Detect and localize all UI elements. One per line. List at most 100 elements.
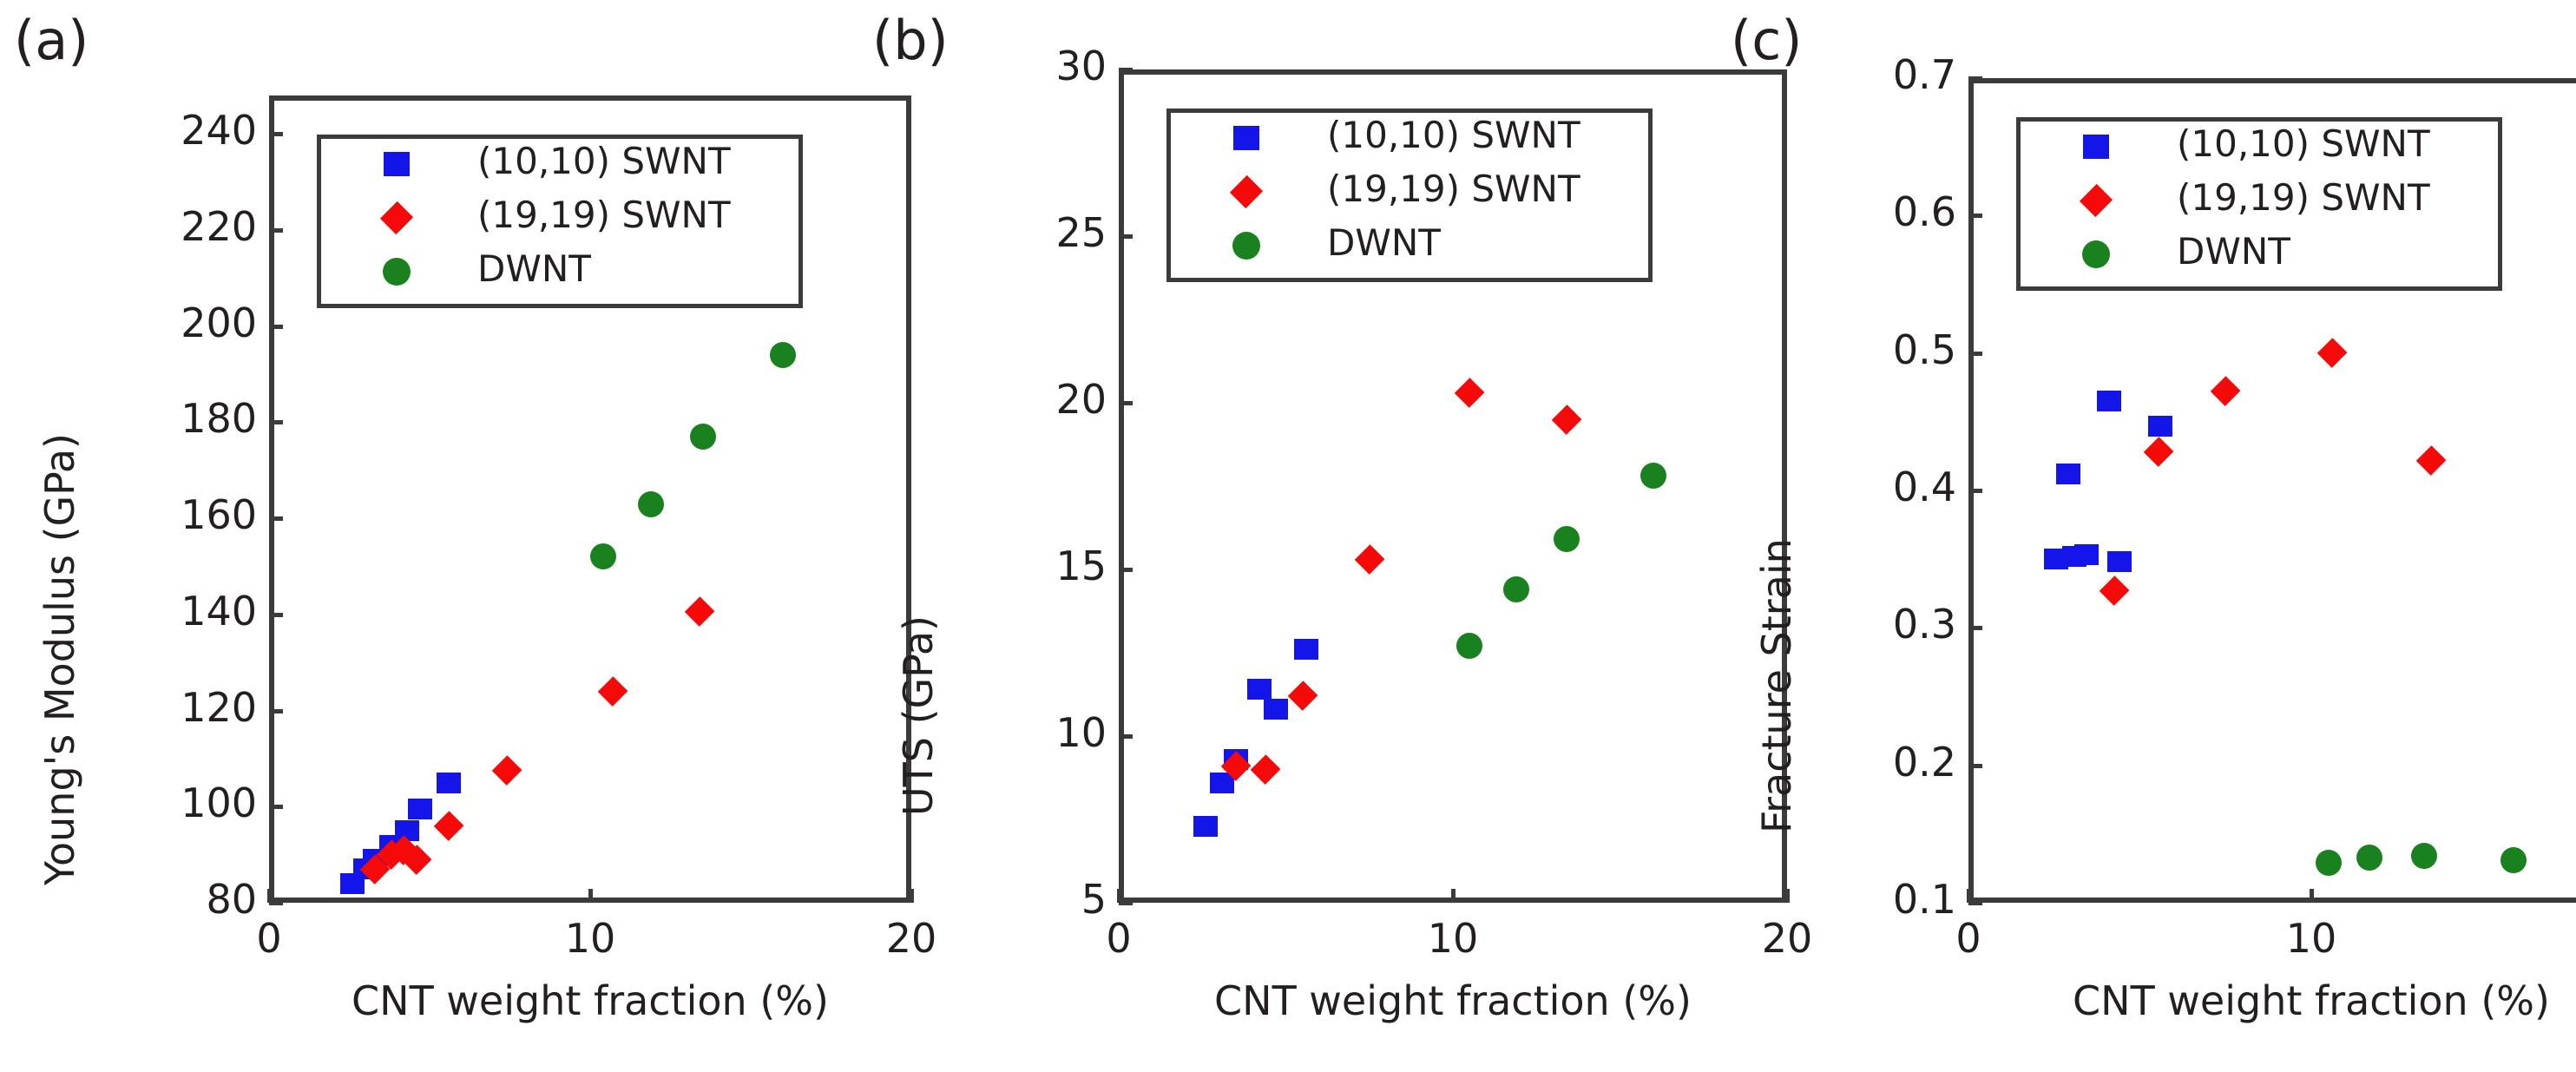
data-point-square xyxy=(437,772,462,793)
legend-marker-circle xyxy=(1232,232,1260,260)
x-axis-label: CNT weight fraction (%) xyxy=(1214,977,1692,1024)
data-point-circle xyxy=(1456,633,1483,660)
panel-b: (b) 5 10 15 20 25 30 0 10 20 UTS (GPa) CNT weight f… xyxy=(858,0,1812,1072)
x-tick-mark xyxy=(267,889,272,903)
y-tick-label: 0.7 xyxy=(1892,51,1956,98)
x-tick-mark xyxy=(1785,889,1790,903)
data-point-circle xyxy=(1553,526,1580,553)
y-tick-label: 220 xyxy=(181,203,257,250)
panel-letter: (c) xyxy=(1731,9,1803,72)
x-tick-label: 0 xyxy=(1955,915,1981,962)
y-tick-mark xyxy=(269,805,283,810)
data-point-circle xyxy=(1640,463,1666,490)
y-tick-label: 5 xyxy=(1081,876,1107,923)
y-tick-label: 120 xyxy=(181,683,257,731)
data-point-square xyxy=(2148,415,2173,437)
y-tick-mark xyxy=(1119,234,1133,239)
legend-label: (10,10) SWNT xyxy=(2177,122,2430,165)
y-tick-mark xyxy=(1968,489,1982,493)
legend-label: (10,10) SWNT xyxy=(1327,114,1580,156)
legend-label: DWNT xyxy=(2177,230,2290,273)
data-point-square xyxy=(2096,391,2121,412)
data-point-square xyxy=(2055,464,2080,484)
y-tick-label: 160 xyxy=(181,491,257,539)
legend-label: (19,19) SWNT xyxy=(2177,176,2430,219)
data-point-square xyxy=(2106,551,2132,573)
x-tick-label: 0 xyxy=(256,915,282,962)
panel-letter: (a) xyxy=(14,9,89,72)
x-tick-mark xyxy=(588,889,593,903)
data-point-square xyxy=(407,799,432,820)
y-tick-mark xyxy=(269,612,283,617)
y-tick-label: 30 xyxy=(1055,43,1107,89)
data-point-circle xyxy=(770,341,796,368)
y-tick-label: 15 xyxy=(1055,543,1107,589)
y-tick-mark xyxy=(1119,901,1133,905)
y-tick-mark xyxy=(1968,214,1982,219)
y-tick-mark xyxy=(1968,76,1982,81)
x-tick-label: 10 xyxy=(1427,915,1479,962)
x-tick-label: 0 xyxy=(1106,915,1132,962)
y-tick-mark xyxy=(269,708,283,714)
data-point-square xyxy=(1263,699,1288,720)
y-tick-mark xyxy=(1119,568,1133,572)
y-tick-mark xyxy=(269,420,283,425)
y-tick-label: 0.6 xyxy=(1892,188,1956,236)
y-tick-label: 140 xyxy=(181,587,257,635)
legend-label: (10,10) SWNT xyxy=(477,140,731,182)
legend-marker-square xyxy=(2083,135,2109,159)
y-tick-mark xyxy=(269,228,283,233)
y-tick-mark xyxy=(1119,734,1133,739)
y-axis-label: Young's Modulus (GPa) xyxy=(36,433,83,885)
y-tick-label: 0.1 xyxy=(1892,876,1956,923)
data-point-circle xyxy=(2356,844,2383,871)
y-tick-label: 20 xyxy=(1055,376,1107,423)
y-tick-label: 80 xyxy=(206,876,257,923)
data-point-circle xyxy=(2315,850,2342,877)
y-tick-label: 10 xyxy=(1055,709,1107,756)
legend-marker-circle xyxy=(2082,240,2110,268)
y-tick-mark xyxy=(269,516,283,522)
data-point-square xyxy=(1293,639,1318,661)
y-tick-mark xyxy=(269,901,283,905)
y-axis-label: Fracture Strain xyxy=(1753,538,1800,833)
y-tick-mark xyxy=(1968,351,1982,356)
x-tick-mark xyxy=(910,889,914,903)
x-tick-label: 20 xyxy=(1761,915,1813,962)
y-tick-label: 0.5 xyxy=(1892,326,1956,373)
data-point-square xyxy=(2074,544,2100,566)
data-point-square xyxy=(1246,679,1272,700)
y-tick-label: 180 xyxy=(181,395,257,443)
y-tick-mark xyxy=(1968,626,1982,631)
x-tick-mark xyxy=(1451,889,1456,903)
y-tick-mark xyxy=(1119,68,1133,72)
y-tick-mark xyxy=(269,324,283,329)
data-point-circle xyxy=(638,490,665,517)
x-tick-label: 20 xyxy=(885,915,937,962)
y-tick-label: 240 xyxy=(181,107,257,155)
legend-label: (19,19) SWNT xyxy=(1327,168,1580,210)
legend-label: (19,19) SWNT xyxy=(477,194,731,236)
y-tick-label: 0.4 xyxy=(1892,464,1956,510)
x-tick-mark xyxy=(2310,889,2314,903)
data-point-circle xyxy=(2500,846,2527,873)
panel-a: (a) 80 100 120 140 160 180 200 220 240 0 10 20 Young'… xyxy=(0,0,936,1072)
x-axis-label: CNT weight fraction (%) xyxy=(352,977,829,1024)
data-point-square xyxy=(1193,815,1219,837)
y-tick-label: 0.2 xyxy=(1892,738,1956,786)
data-point-circle xyxy=(2411,843,2438,870)
legend-marker-square xyxy=(384,152,410,176)
x-tick-label: 10 xyxy=(2285,915,2337,962)
legend-marker-square xyxy=(1233,126,1259,150)
y-tick-mark xyxy=(1119,401,1133,405)
data-point-circle xyxy=(1503,576,1530,603)
data-point-circle xyxy=(589,543,616,570)
y-tick-mark xyxy=(269,132,283,137)
y-tick-label: 25 xyxy=(1055,209,1107,256)
legend-label: DWNT xyxy=(477,247,591,290)
panel-c: (c) 0.1 0.2 0.3 0.4 0.5 0.6 0.7 0 10 20 Fracture St… xyxy=(1717,0,2576,1072)
panel-letter: (b) xyxy=(872,9,949,72)
data-point-circle xyxy=(689,424,716,451)
y-tick-mark xyxy=(1968,901,1982,905)
